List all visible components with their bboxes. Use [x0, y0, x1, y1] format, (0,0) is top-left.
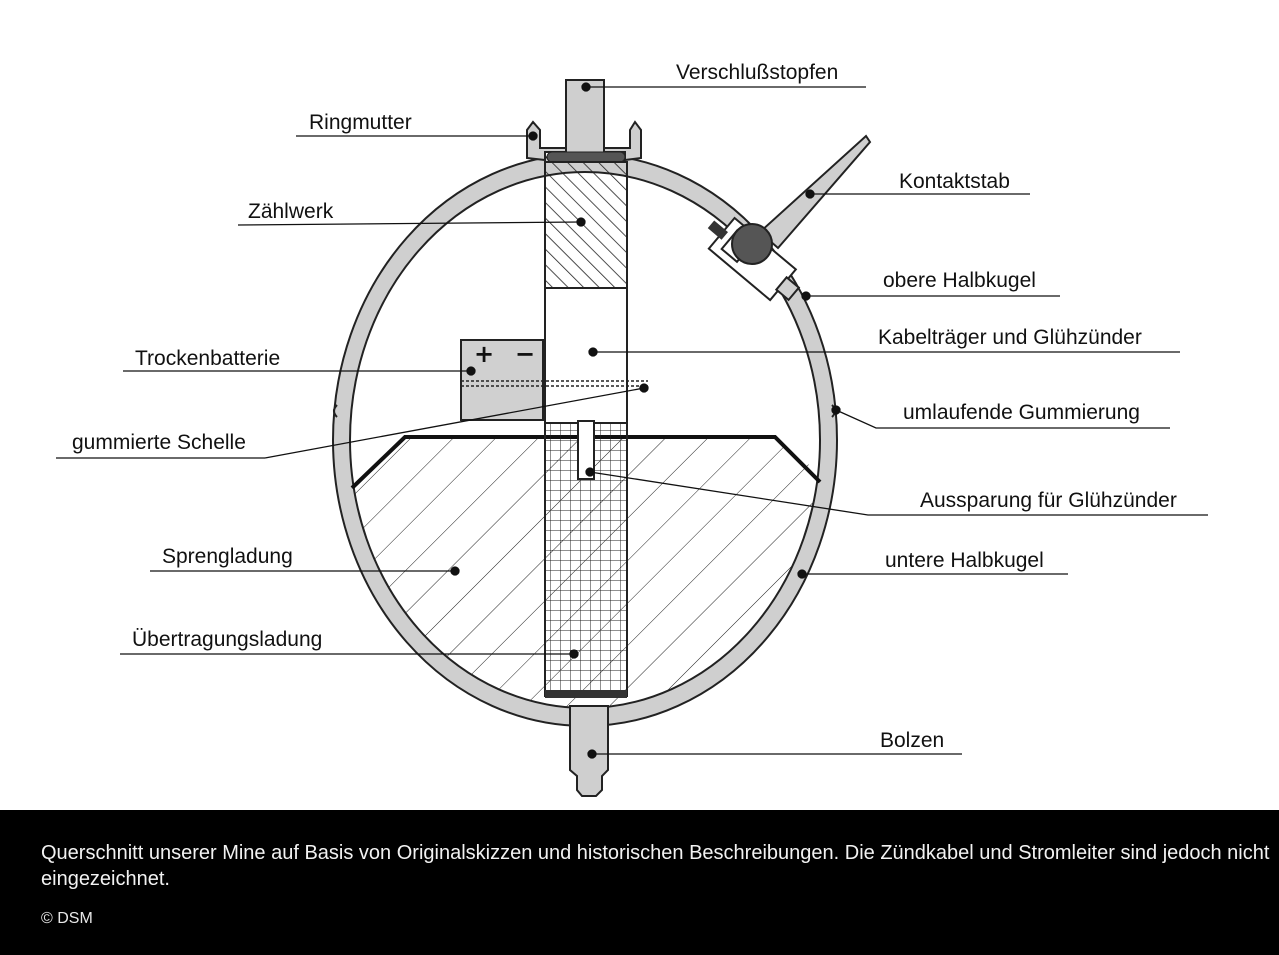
booster-bottom [545, 690, 627, 698]
neck-ring [526, 120, 642, 162]
contact-rod [758, 134, 872, 250]
label-kabeltraeger: Kabelträger und Glühzünder [878, 326, 1142, 349]
verschluss-plug [565, 79, 605, 155]
label-untere-halbkugel: untere Halbkugel [885, 549, 1044, 572]
label-trockenbatterie: Trockenbatterie [135, 347, 280, 370]
label-sprengladung: Sprengladung [162, 545, 293, 568]
label-gummierung: umlaufende Gummierung [903, 401, 1140, 424]
diagram-area: + − Verschlußstopfen Ringmutter Zählwerk… [56, 61, 1208, 797]
plug-seal [546, 151, 626, 163]
label-schelle: gummierte Schelle [72, 431, 246, 454]
label-ringmutter: Ringmutter [309, 111, 412, 134]
mine-cross-section-diagram: + − Verschlußstopfen Ringmutter Zählwerk… [56, 61, 1208, 797]
caption-bar: Querschnitt unserer Mine auf Basis von O… [0, 810, 1279, 955]
leader-lines [56, 82, 1208, 759]
caption-text: Querschnitt unserer Mine auf Basis von O… [41, 842, 1270, 890]
seam-left [333, 404, 338, 418]
label-zaehlwerk: Zählwerk [248, 200, 334, 223]
label-obere-halbkugel: obere Halbkugel [883, 269, 1036, 292]
battery-plus: + [474, 340, 494, 368]
contact-ball [731, 223, 773, 265]
label-bolzen: Bolzen [880, 729, 944, 752]
label-verschlussstopfen: Verschlußstopfen [676, 61, 838, 84]
credit-text: © DSM [41, 910, 93, 927]
cable-carrier [544, 287, 628, 424]
igniter-recess [577, 420, 595, 480]
battery-minus: − [515, 340, 535, 368]
label-kontaktstab: Kontaktstab [899, 170, 1010, 193]
battery [460, 339, 544, 421]
label-uebertragungsladung: Übertragungsladung [132, 628, 322, 651]
counter-box [544, 161, 628, 289]
label-aussparung: Aussparung für Glühzünder [920, 489, 1177, 512]
